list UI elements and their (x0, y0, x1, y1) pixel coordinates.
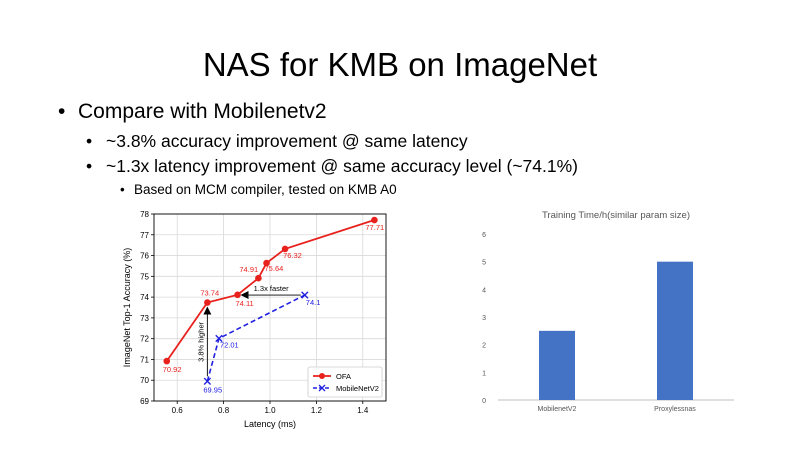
ofa-data-label: 76.32 (283, 251, 302, 260)
x-tick-label: 1.4 (357, 406, 369, 415)
ofa-point (234, 291, 241, 299)
y-tick-label: 77 (140, 231, 149, 240)
legend-mobilenetv2-marker (318, 384, 326, 392)
legend-box (307, 366, 383, 398)
ofa-point (263, 259, 270, 267)
plot-frame (153, 213, 387, 402)
y-tick-label: 73 (140, 314, 149, 323)
bullet-latency: • ~1.3x latency improvement @ same accura… (86, 156, 578, 177)
slide-title: NAS for KMB on ImageNet (202, 46, 598, 83)
ofa-point (163, 357, 171, 365)
bar-y-tick-label: 2 (482, 343, 486, 350)
mobilenetv2-data-label: 72.01 (220, 340, 239, 349)
ofa-data-label: 75.64 (265, 264, 284, 273)
bar-category-label: MobilenetV2 (538, 406, 577, 413)
y-tick-label: 75 (140, 272, 149, 281)
y-tick-label: 70 (140, 376, 149, 385)
bullet-text: Based on MCM compiler, tested on KMB A0 (134, 182, 397, 197)
ofa-point (371, 216, 378, 224)
bar (539, 330, 575, 400)
ofa-point (204, 299, 211, 306)
ofa-data-label: 73.74 (200, 289, 219, 298)
ofa-point (255, 274, 262, 282)
bar-y-tick-label: 0 (482, 398, 486, 405)
bullet-text: Compare with Mobilenetv2 (78, 100, 327, 123)
y-tick-label: 76 (140, 252, 149, 261)
ofa-data-label: 70.92 (163, 365, 182, 374)
training-time-chart: Training Time/h(similar param size) 0 1 2 3 4… (482, 210, 734, 413)
bullet-dot-icon: • (58, 100, 66, 123)
bar-category-label: Proxylessnas (654, 406, 696, 413)
ofa-data-label: 74.11 (236, 299, 254, 308)
ofa-data-label: 77.71 (365, 223, 384, 232)
mobilenetv2-point (203, 377, 212, 385)
x-tick-label: 0.8 (218, 406, 230, 415)
y-tick-label: 74 (140, 293, 149, 302)
bar-chart-title: Training Time/h(similar param size) (542, 210, 690, 221)
ofa-data-label: 74.91 (239, 265, 258, 274)
y-tick-label: 78 (140, 210, 149, 219)
bullet-compiler: • Based on MCM compiler, tested on KMB A0 (120, 182, 397, 197)
bar-y-tick-label: 6 (482, 232, 486, 239)
legend-ofa-marker (319, 373, 325, 379)
y-tick-label: 69 (140, 397, 149, 406)
ofa-vs-mobilenet-chart: 69 70 71 72 73 74 75 76 77 78 0.6 0.8 1.0 1.2 1.4 Laten… (122, 210, 387, 429)
mobilenetv2-point (301, 291, 309, 299)
bar-y-tick-label: 3 (482, 315, 486, 322)
legend-ofa-label: OFA (336, 372, 351, 381)
y-tick-label: 71 (140, 355, 149, 364)
legend-mobilenetv2-label: MobileNetV2 (336, 384, 379, 393)
higher-annotation: 3.8% higher (196, 321, 205, 362)
ofa-point (281, 245, 289, 253)
y-tick-label: 72 (140, 335, 149, 344)
bullet-text: ~3.8% accuracy improvement @ same latenc… (106, 131, 468, 151)
bullet-dot-icon: • (86, 156, 93, 176)
bar-y-tick-label: 1 (482, 370, 486, 377)
x-tick-label: 0.6 (172, 406, 184, 415)
mobilenetv2-data-label: 69.95 (203, 385, 222, 394)
bar-y-tick-label: 4 (482, 287, 486, 294)
x-axis-label: Latency (ms) (244, 419, 296, 429)
bar-y-tick-label: 5 (482, 260, 486, 267)
mobilenetv2-series-line (206, 294, 306, 382)
x-tick-label: 1.0 (264, 406, 276, 415)
bullet-compare: • Compare with Mobilenetv2 (58, 100, 327, 124)
bullet-dot-icon: • (120, 182, 125, 197)
bullet-accuracy: • ~3.8% accuracy improvement @ same laten… (86, 131, 468, 152)
bar (657, 261, 693, 400)
bullet-text: ~1.3x latency improvement @ same accurac… (106, 156, 578, 176)
y-axis-label: ImageNet Top-1 Accuracy (%) (122, 248, 132, 367)
x-tick-label: 1.2 (311, 406, 323, 415)
bullet-dot-icon: • (86, 131, 93, 151)
mobilenetv2-data-label: 74.1 (306, 298, 321, 307)
mobilenetv2-point (215, 334, 223, 343)
faster-annotation: 1.3x faster (254, 284, 290, 293)
